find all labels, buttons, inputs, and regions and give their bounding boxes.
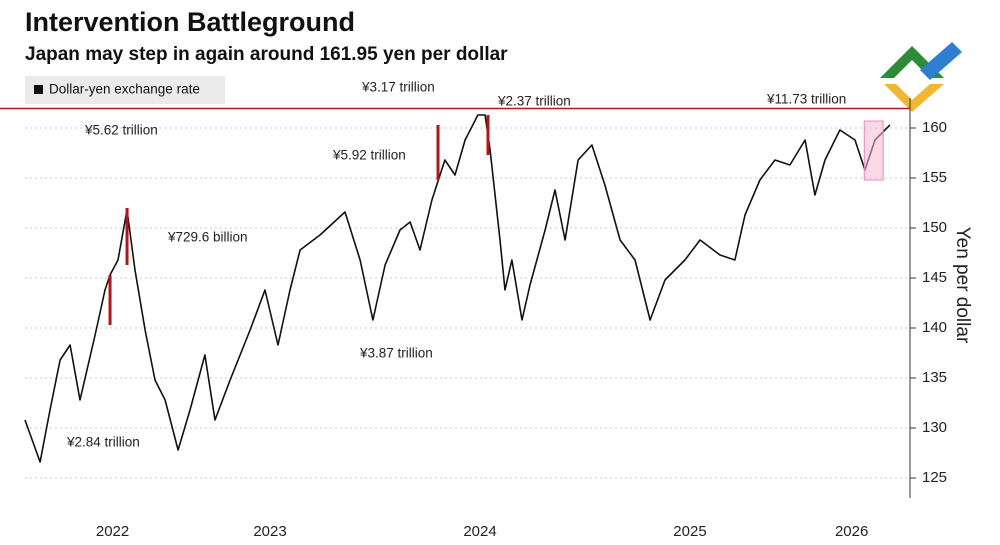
x-tick-label: 2025 [673,523,706,540]
y-tick-label: 130 [922,419,947,436]
annotation: ¥11.73 trillion [766,92,846,107]
x-tick-label: 2024 [463,523,496,540]
y-tick-label: 160 [922,119,947,136]
legend-label: Dollar-yen exchange rate [49,82,200,97]
annotation: ¥2.37 trillion [497,94,571,109]
chart-title: Intervention Battleground [25,7,355,37]
x-tick-label: 2026 [835,523,868,540]
annotation: ¥5.62 trillion [84,123,158,138]
price-line [24,114,891,463]
logo [880,42,962,112]
x-tick-label: 2022 [96,523,129,540]
legend-box [25,76,225,104]
annotation: ¥3.87 trillion [359,346,433,361]
y-tick-label: 140 [922,319,947,336]
legend-swatch [34,85,43,94]
annotation: ¥3.17 trillion [361,80,435,95]
y-tick-label: 135 [922,369,947,386]
y-tick-label: 145 [922,269,947,286]
highlight-box [863,120,884,181]
chart-subtitle: Japan may step in again around 161.95 ye… [25,44,508,65]
y-axis-label: Yen per dollar [952,227,973,344]
y-tick-label: 155 [922,169,947,186]
annotation: ¥2.84 trillion [66,435,140,450]
annotation: ¥729.6 billion [167,230,248,245]
x-tick-label: 2023 [253,523,286,540]
y-tick-label: 125 [922,469,947,486]
y-tick-label: 150 [922,219,947,236]
annotation: ¥5.92 trillion [332,148,406,163]
